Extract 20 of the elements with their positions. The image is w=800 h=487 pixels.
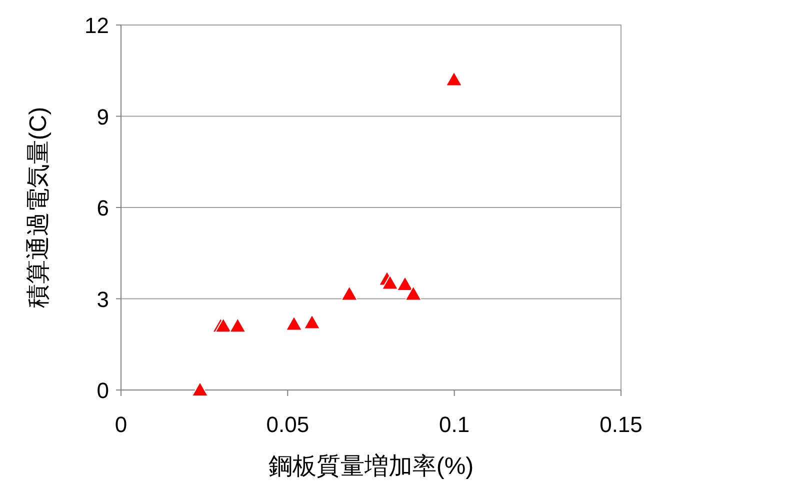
point xyxy=(304,314,320,330)
x-tick-label: 0 xyxy=(114,412,128,437)
y-tick-label: 0 xyxy=(96,378,109,403)
point xyxy=(404,286,422,301)
y-tick-label: 6 xyxy=(96,196,109,220)
point xyxy=(446,71,462,86)
y-tick-label: 9 xyxy=(96,104,109,130)
x-tick-label: 0.05 xyxy=(266,412,310,437)
y-tick-label: 3 xyxy=(96,286,109,312)
point xyxy=(382,274,398,290)
point xyxy=(340,286,358,301)
y-axis-title: 積算通過電気量(C) xyxy=(25,106,52,308)
y-tick-label: 12 xyxy=(84,13,109,38)
point xyxy=(286,316,302,331)
x-axis-title: 鋼板質量増加率(%) xyxy=(268,453,474,480)
x-tick-label: 0.1 xyxy=(439,412,470,437)
point xyxy=(192,382,208,396)
point xyxy=(396,276,414,291)
x-tick-label: 0.15 xyxy=(600,412,642,437)
point xyxy=(229,318,246,333)
